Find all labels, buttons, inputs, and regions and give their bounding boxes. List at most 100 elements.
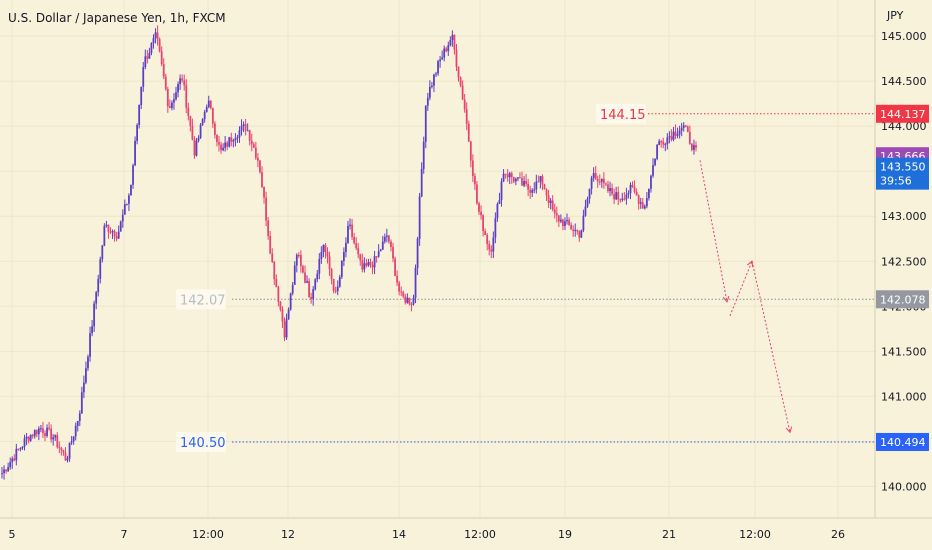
candle bbox=[39, 424, 42, 433]
time-axis[interactable]: 5 7 12:00 12 14 12:00 19 21 12:00 26 bbox=[0, 517, 932, 541]
candle bbox=[304, 265, 306, 284]
candle bbox=[519, 172, 521, 179]
candle bbox=[146, 50, 149, 64]
candle bbox=[299, 250, 302, 273]
candle bbox=[357, 243, 360, 259]
candle bbox=[488, 240, 491, 256]
candle bbox=[414, 264, 417, 304]
y-tick-label: 140.000 bbox=[881, 480, 927, 493]
candle bbox=[203, 109, 206, 123]
candle bbox=[611, 183, 613, 196]
candle bbox=[80, 386, 83, 414]
candle bbox=[553, 203, 556, 219]
x-tick-label: 26 bbox=[831, 528, 845, 541]
candle bbox=[613, 188, 616, 205]
candle bbox=[580, 229, 583, 239]
candle bbox=[254, 141, 257, 160]
candle bbox=[154, 28, 157, 44]
candle bbox=[672, 126, 675, 142]
level-label-bg bbox=[596, 103, 646, 124]
candle bbox=[664, 142, 667, 152]
candle bbox=[248, 129, 251, 146]
candle bbox=[291, 281, 294, 296]
candle bbox=[42, 421, 44, 438]
candle bbox=[338, 274, 341, 288]
candle bbox=[474, 173, 476, 191]
candle bbox=[377, 244, 380, 258]
candle bbox=[185, 79, 188, 114]
candle bbox=[680, 122, 683, 137]
candle bbox=[15, 443, 18, 466]
axis-tag-current bbox=[876, 157, 929, 190]
candle bbox=[666, 133, 669, 150]
axis-tag-resistance bbox=[876, 104, 929, 123]
x-tick-label: 12:00 bbox=[192, 528, 224, 541]
candle bbox=[455, 43, 458, 71]
candle bbox=[54, 434, 57, 441]
candle bbox=[652, 158, 654, 178]
candle bbox=[48, 422, 50, 431]
candle bbox=[433, 73, 435, 93]
candle bbox=[66, 455, 69, 463]
price-axis-bg bbox=[875, 0, 932, 518]
candle bbox=[195, 137, 198, 157]
candle bbox=[293, 261, 296, 285]
candle bbox=[660, 139, 663, 148]
candle bbox=[478, 201, 480, 215]
candle bbox=[330, 267, 333, 285]
candle bbox=[600, 178, 603, 188]
candle bbox=[453, 34, 456, 55]
candle bbox=[187, 102, 190, 121]
candle bbox=[91, 320, 93, 337]
chart-title: U.S. Dollar / Japanese Yen, 1h, FXCM bbox=[8, 11, 226, 25]
candle bbox=[676, 127, 679, 139]
candle bbox=[504, 173, 507, 179]
candle bbox=[678, 125, 681, 139]
candle bbox=[220, 141, 222, 154]
candle bbox=[60, 446, 63, 456]
candle bbox=[269, 231, 272, 255]
candle bbox=[134, 136, 136, 167]
y-tick-label: 143.000 bbox=[881, 210, 927, 223]
candle bbox=[359, 253, 362, 266]
candle bbox=[128, 193, 130, 212]
candle bbox=[279, 300, 282, 312]
y-tick-label: 142.500 bbox=[881, 255, 927, 268]
candle bbox=[363, 257, 366, 273]
candle bbox=[179, 74, 182, 90]
price-axis[interactable]: JPY 145.000144.500144.000143.500143.0001… bbox=[874, 0, 932, 518]
candle bbox=[261, 166, 263, 189]
candle bbox=[310, 292, 313, 304]
candle bbox=[693, 139, 695, 155]
candle bbox=[424, 105, 427, 149]
candle bbox=[316, 269, 319, 283]
x-tick-label: 7 bbox=[121, 528, 128, 541]
candle bbox=[211, 107, 214, 128]
candle bbox=[297, 252, 300, 259]
axis-tag-countdown: 39:56 bbox=[880, 175, 912, 188]
candle bbox=[373, 250, 376, 275]
candle bbox=[568, 217, 570, 226]
candle bbox=[199, 122, 202, 140]
candle bbox=[648, 188, 650, 201]
candle bbox=[109, 227, 112, 234]
candle bbox=[463, 94, 466, 113]
candle bbox=[371, 261, 374, 275]
y-tick-label: 144.500 bbox=[881, 75, 927, 88]
candle bbox=[166, 86, 169, 113]
candle bbox=[426, 92, 429, 111]
candle bbox=[252, 142, 255, 149]
candle bbox=[70, 436, 73, 445]
candle bbox=[465, 102, 468, 131]
candle bbox=[545, 188, 548, 202]
candle bbox=[97, 274, 100, 297]
candle bbox=[156, 25, 159, 46]
candle bbox=[469, 140, 472, 168]
candle bbox=[105, 220, 108, 228]
candle bbox=[549, 197, 552, 210]
candle bbox=[562, 218, 564, 231]
candle bbox=[277, 285, 280, 307]
candle bbox=[598, 174, 601, 186]
